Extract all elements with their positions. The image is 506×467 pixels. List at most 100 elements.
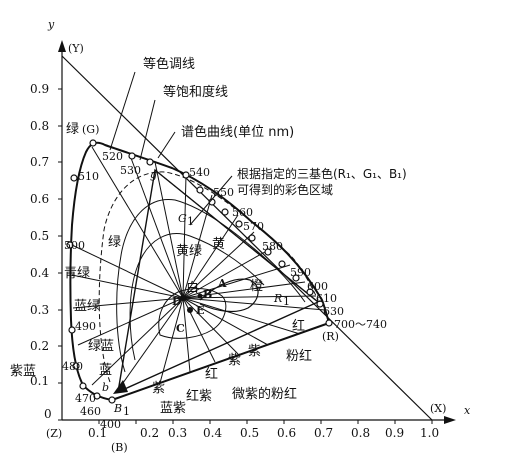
- wavelength-630: 630: [323, 305, 344, 318]
- iso-hue-leader: [109, 71, 136, 151]
- region-red-purple: 红紫: [186, 388, 212, 404]
- point-D-marker: [180, 295, 186, 301]
- y-tick-label-0.6: 0.6: [30, 192, 49, 206]
- wavelength-540: 540: [189, 166, 210, 179]
- region-blue-purple: 蓝紫: [160, 401, 186, 416]
- x-axis-arrow: [444, 416, 456, 424]
- gamut-callout-line-2: 可得到的彩色区域: [237, 182, 333, 197]
- x-tick-label-0.7: 0.7: [314, 426, 333, 440]
- iso-hue-callout: 等色调线: [143, 56, 195, 72]
- wavelength-580: 580: [262, 240, 283, 253]
- wavelength-460: 460: [80, 405, 101, 418]
- B-primary-label: (B): [111, 441, 128, 454]
- y-tick-label-0.1: 0.1: [30, 374, 49, 388]
- y-tick-label-0: 0: [44, 407, 52, 421]
- iso-saturation-callout: 等饱和度线: [163, 84, 228, 100]
- point-g-label: g: [150, 168, 157, 181]
- wavelength-490: 490: [75, 320, 96, 333]
- gamut-leader: [189, 175, 233, 226]
- y-axis-label: y: [47, 18, 55, 31]
- wavelength-520: 520: [102, 150, 123, 163]
- point-E-marker: [187, 307, 193, 313]
- point-G1-subscript: 1: [187, 215, 194, 228]
- point-B1-label: B: [113, 402, 122, 415]
- region-purple-3: 紫: [248, 344, 261, 359]
- region-pink-red: 粉红: [286, 348, 312, 364]
- R-primary-label: (R): [322, 330, 339, 343]
- y-tick-label-0.5: 0.5: [30, 229, 49, 243]
- gamut-edge-dashed: [154, 169, 319, 303]
- y-tick-label-0.2: 0.2: [30, 339, 49, 353]
- y-tick-label-0.3: 0.3: [30, 303, 49, 317]
- wavelength-700-740: 700～740: [334, 318, 387, 331]
- region-red-2: 红: [292, 318, 305, 334]
- y-tick-label-0.8: 0.8: [30, 119, 49, 133]
- y-tick-label-0.4: 0.4: [30, 266, 49, 280]
- wavelength-600: 600: [307, 280, 328, 293]
- x-tick-label-0.1: 0.1: [88, 426, 107, 440]
- x-tick-label-0.2: 0.2: [140, 426, 159, 440]
- point-B1-subscript: 1: [123, 405, 130, 418]
- wavelength-510: 510: [78, 170, 99, 183]
- point-R1-subscript: 1: [283, 295, 290, 308]
- wavelength-610: 610: [316, 292, 337, 305]
- iso-sat-leader: [139, 99, 156, 161]
- G-primary-label: (G): [82, 123, 99, 136]
- x-tick-label-0.8: 0.8: [351, 426, 370, 440]
- x-tick-label-0.9: 0.9: [385, 426, 404, 440]
- locus-dots: [66, 139, 333, 404]
- x-axis-label: x: [464, 404, 471, 417]
- point-R1-label: R: [273, 292, 282, 305]
- Y-primary-label: (Y): [68, 42, 84, 55]
- wavelength-590: 590: [290, 266, 311, 279]
- region-purple-2: 紫: [228, 353, 241, 368]
- gamut-callout-line-1: 根据指定的三基色(R₁、G₁、B₁): [237, 166, 407, 181]
- y-ticks: [58, 88, 62, 421]
- region-purple: 紫: [152, 381, 165, 396]
- point-G1-label: G: [178, 212, 187, 225]
- iso-saturation-curve-3: [129, 233, 265, 361]
- point-b-label: b: [102, 381, 109, 394]
- locus-leader: [157, 131, 176, 159]
- region-green-blue: 绿蓝: [88, 339, 114, 354]
- wavelength-570: 570: [243, 220, 264, 233]
- region-red: 红: [205, 366, 218, 382]
- x-tick-label-0.3: 0.3: [168, 426, 187, 440]
- region-mauve-pink: 微紫的粉红: [232, 386, 297, 402]
- y-tick-label-0.7: 0.7: [30, 155, 49, 169]
- b1-marker: [113, 380, 128, 394]
- Z-primary-label: (Z): [46, 427, 62, 440]
- purple-line: [111, 322, 330, 401]
- wavelength-480: 480: [62, 360, 83, 373]
- x-tick-label-1.0: 1.0: [420, 426, 439, 440]
- wavelength-560: 560: [232, 206, 253, 219]
- iso-saturation-dashed-1: [98, 171, 319, 383]
- region-purple-blue: 紫蓝: [10, 364, 36, 379]
- wavelength-500: 500: [64, 239, 85, 252]
- region-blue: 蓝: [99, 363, 112, 378]
- white-region-curve: [158, 288, 227, 339]
- x-tick-label-0.4: 0.4: [203, 426, 222, 440]
- wavelength-550: 550: [213, 186, 234, 199]
- region-blue-green: 蓝绿: [74, 299, 100, 314]
- X-primary-label: (X): [430, 402, 446, 415]
- region-yellow: 黄: [212, 237, 225, 252]
- point-B-marker: [197, 293, 203, 299]
- point-B-label: B: [203, 288, 212, 301]
- region-cyan-green: 青绿: [64, 266, 90, 281]
- y-axis-arrow: [58, 40, 66, 52]
- region-white: 白: [186, 280, 199, 296]
- x-ticks: [98, 420, 433, 424]
- wavelength-400: 400: [100, 418, 121, 431]
- spectral-locus-callout: 谱色曲线(单位 nm): [181, 124, 294, 140]
- x-tick-label-0.6: 0.6: [277, 426, 296, 440]
- wavelength-530: 530: [120, 164, 141, 177]
- region-green: 绿: [108, 235, 121, 250]
- x-tick-label-0.5: 0.5: [240, 426, 259, 440]
- point-C-label: C: [176, 322, 185, 335]
- wavelength-470: 470: [75, 392, 96, 405]
- point-D-label: D: [172, 295, 182, 308]
- green-corner-label: 绿: [66, 122, 79, 137]
